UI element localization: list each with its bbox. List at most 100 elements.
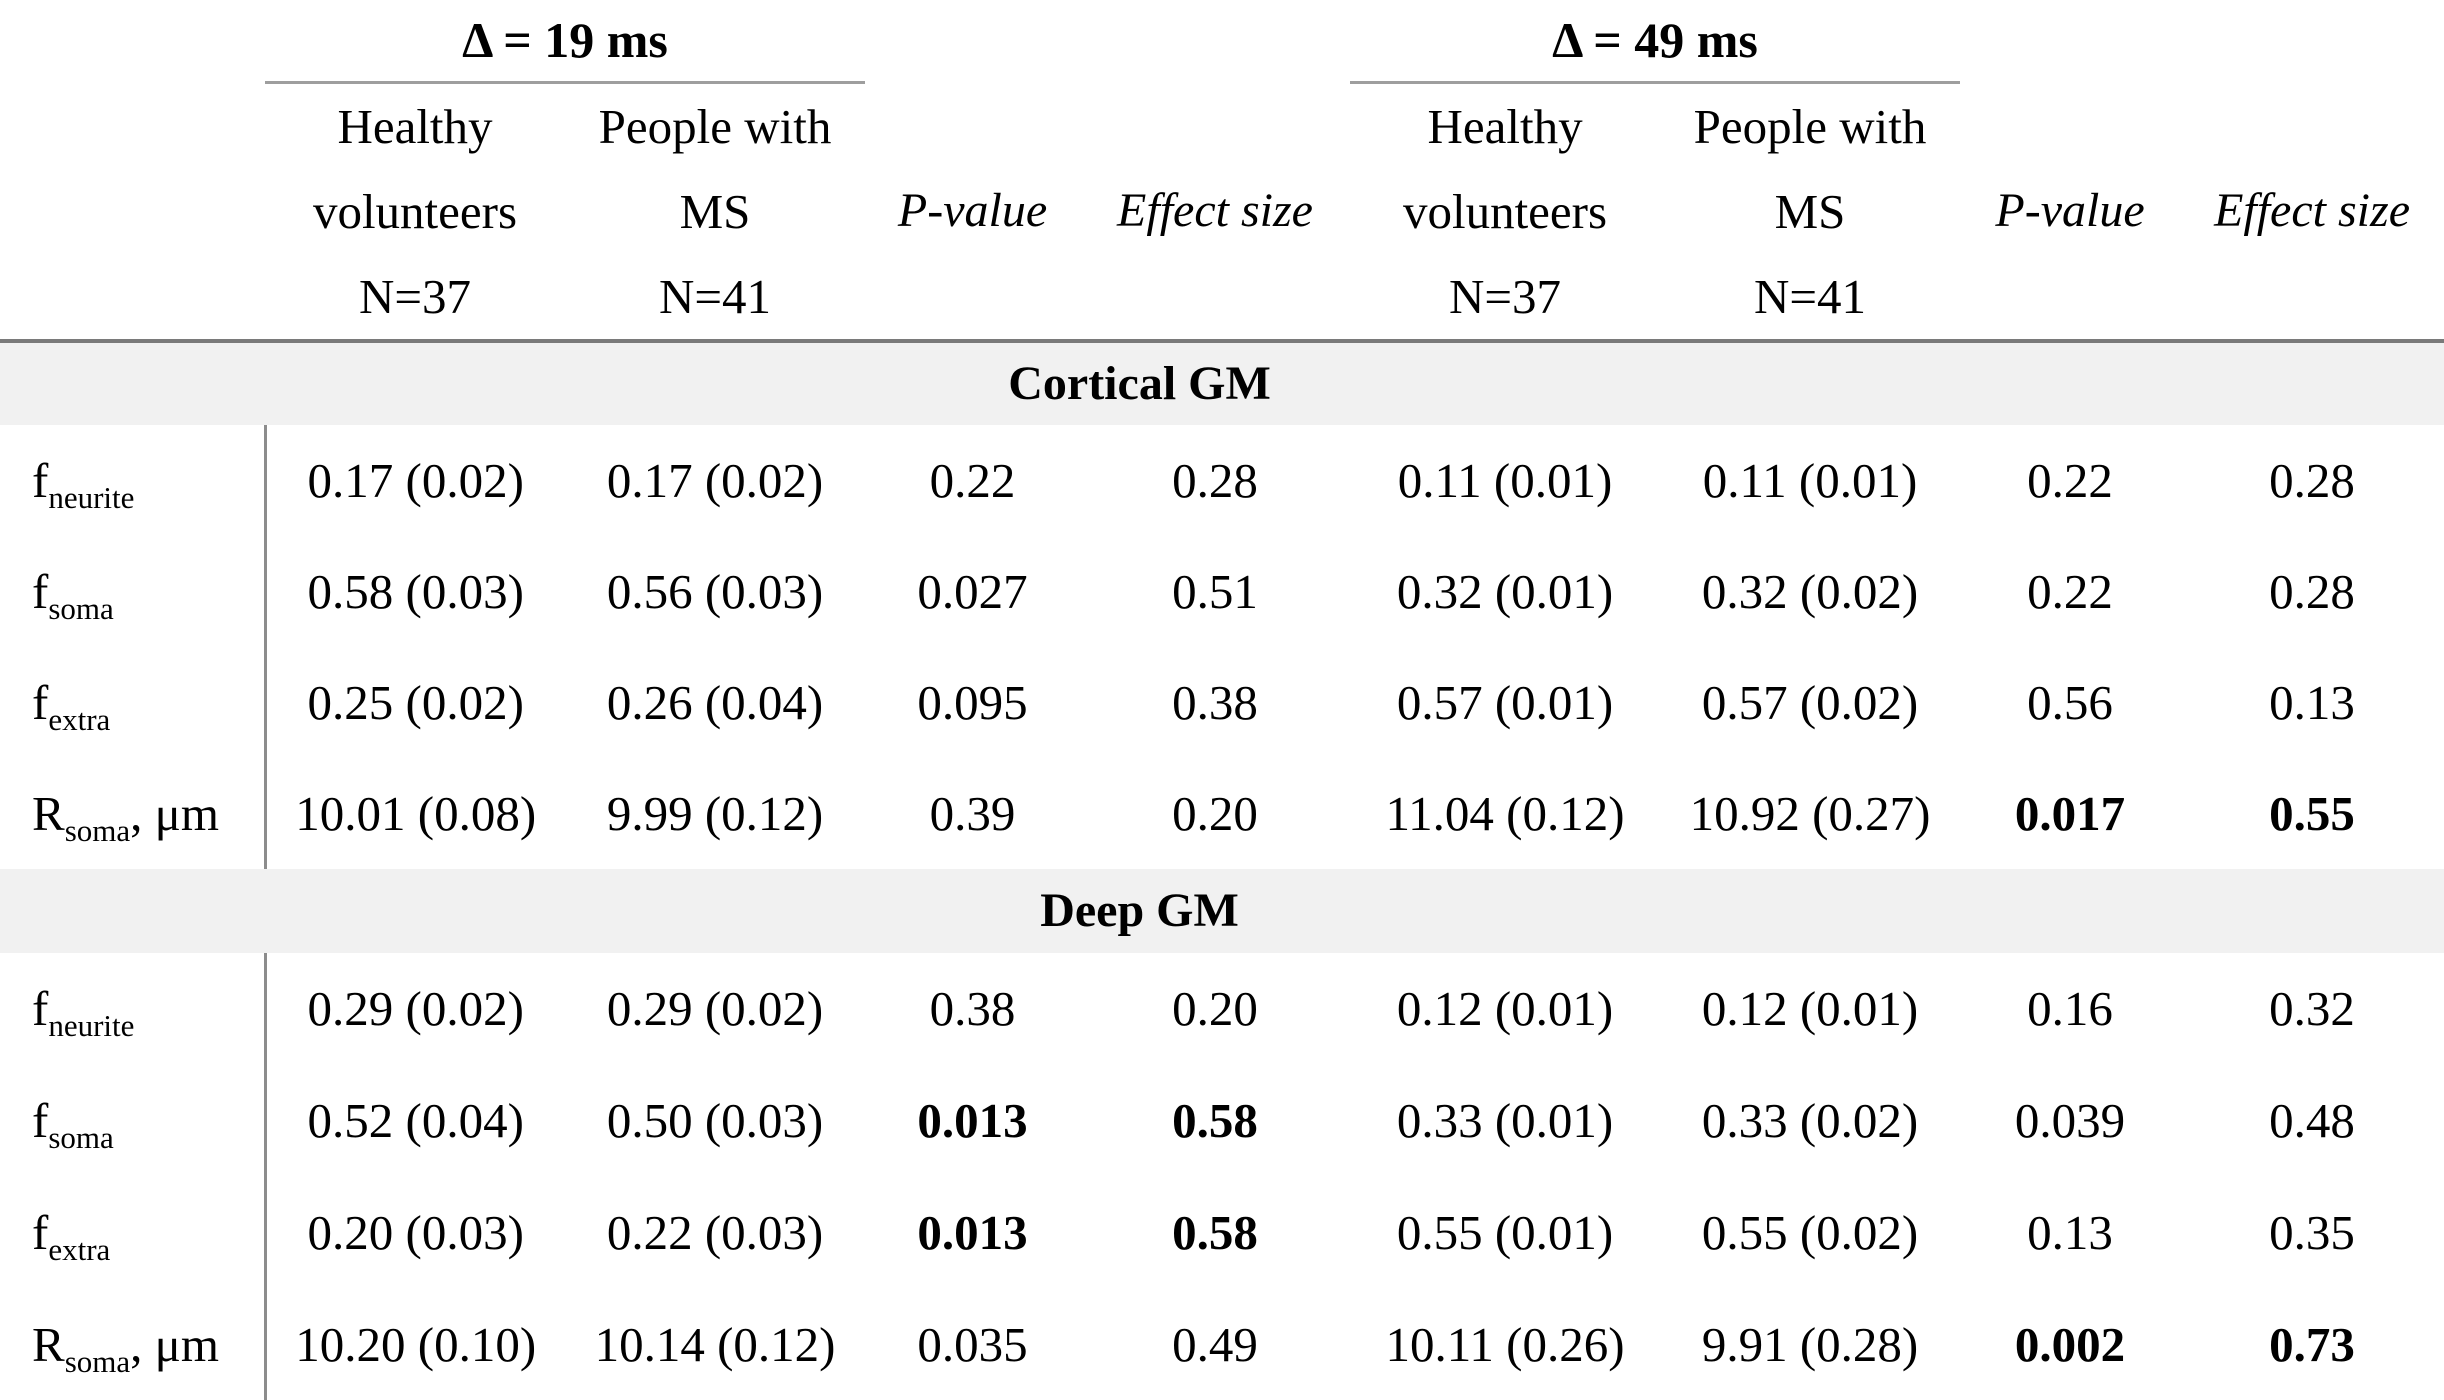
table-cell: 0.035 [917, 1317, 1028, 1372]
table-cell: 0.33 (0.01) [1396, 1093, 1614, 1148]
table-cell: 0.28 [2269, 563, 2355, 619]
table-cell: 0.57 (0.02) [1701, 674, 1919, 730]
table-row: Rsoma, μm 10.20 (0.10) 10.14 (0.12) 0.03… [0, 1288, 2444, 1400]
row-label: fsoma [0, 1064, 267, 1177]
column-header-pvalue-49: P-value [1995, 183, 2145, 237]
table-cell: 0.38 [1172, 674, 1258, 730]
table-cell: 9.99 (0.12) [606, 785, 824, 841]
spacer-cell [1960, 0, 2180, 82]
table-cell: 0.13 [2269, 674, 2355, 730]
table-cell: 0.11 (0.01) [1702, 452, 1918, 508]
section-header-row: Cortical GM [0, 338, 2444, 425]
table-cell: 0.25 (0.02) [307, 674, 524, 730]
table-cell: 10.14 (0.12) [594, 1317, 836, 1372]
table-row: fneurite 0.17 (0.02) 0.17 (0.02) 0.22 0.… [0, 424, 2444, 536]
table-row: fextra 0.25 (0.02) 0.26 (0.04) 0.095 0.3… [0, 646, 2444, 758]
table-cell: 10.01 (0.08) [295, 785, 537, 841]
section-header-cortical-gm: Cortical GM [0, 338, 2444, 425]
table-cell: 0.58 [1172, 1093, 1258, 1148]
column-header-line: N=41 [1754, 268, 1867, 324]
row-label: fextra [0, 1176, 267, 1289]
delta-49-header: Δ = 49 ms [1350, 0, 1961, 84]
table-cell: 0.55 (0.02) [1701, 1205, 1919, 1260]
section-header-row: Deep GM [0, 868, 2444, 953]
table-cell: 0.32 (0.01) [1396, 563, 1614, 619]
spacer-cell [2180, 0, 2444, 82]
spacer-cell [0, 0, 265, 82]
table-cell: 0.33 (0.02) [1701, 1093, 1919, 1148]
table-cell: 0.29 (0.02) [606, 981, 824, 1036]
table-cell: 10.92 (0.27) [1689, 785, 1931, 841]
section-header-deep-gm: Deep GM [0, 868, 2444, 953]
table-cell: 0.017 [2014, 785, 2126, 841]
column-header-line: People with [598, 98, 832, 154]
table-cell: 9.91 (0.28) [1701, 1317, 1919, 1372]
table-cell: 0.12 (0.01) [1701, 981, 1919, 1036]
column-header-effectsize-19: Effect size [1117, 183, 1313, 237]
table-cell: 0.52 (0.04) [307, 1093, 524, 1148]
column-header-ms-19: People with MS N=41 [565, 82, 865, 341]
table-cell: 0.58 (0.03) [307, 563, 524, 619]
table-cell: 0.013 [917, 1093, 1028, 1148]
table-cell: 0.28 [1172, 452, 1258, 508]
row-label: fextra [0, 646, 267, 758]
table-cell: 0.38 [929, 981, 1016, 1036]
table-cell: 11.04 (0.12) [1385, 785, 1625, 841]
table-cell: 0.73 [2269, 1317, 2355, 1372]
table-cell: 0.39 [929, 785, 1016, 841]
column-header-line: N=37 [1449, 268, 1562, 324]
table-cell: 0.32 (0.02) [1701, 563, 1919, 619]
table-cell: 0.20 [1172, 981, 1258, 1036]
column-header-effectsize-49: Effect size [2214, 183, 2410, 237]
table-row: fsoma 0.58 (0.03) 0.56 (0.03) 0.027 0.51… [0, 535, 2444, 647]
table-cell: 0.49 [1172, 1317, 1258, 1372]
table-row: fneurite 0.29 (0.02) 0.29 (0.02) 0.38 0.… [0, 952, 2444, 1065]
table-cell: 0.50 (0.03) [606, 1093, 824, 1148]
column-header-line: MS [1774, 183, 1846, 239]
table-row: fextra 0.20 (0.03) 0.22 (0.03) 0.013 0.5… [0, 1176, 2444, 1289]
table-cell: 0.13 [2027, 1205, 2113, 1260]
column-header-healthy-19: Healthy volunteers N=37 [265, 82, 565, 341]
column-header-line: Healthy [1427, 98, 1583, 154]
table-cell: 0.56 [2027, 674, 2113, 730]
column-header-line: N=37 [358, 268, 472, 324]
delta-header-row: Δ = 19 ms Δ = 49 ms [0, 0, 2444, 84]
column-header-line: N=41 [658, 268, 772, 324]
table-row: Rsoma, μm 10.01 (0.08) 9.99 (0.12) 0.39 … [0, 757, 2444, 869]
table-cell: 10.11 (0.26) [1385, 1317, 1625, 1372]
spacer-cell [0, 82, 265, 341]
table-cell: 0.32 [2269, 981, 2355, 1036]
table-cell: 10.20 (0.10) [295, 1317, 537, 1372]
column-header-line: People with [1693, 98, 1927, 154]
table-cell: 0.26 (0.04) [606, 674, 824, 730]
spacer-cell [865, 0, 1080, 82]
column-header-line: MS [679, 183, 751, 239]
row-label: fsoma [0, 535, 267, 647]
column-header-line: Healthy [337, 98, 493, 154]
table-cell: 0.22 (0.03) [606, 1205, 824, 1260]
table-cell: 0.55 [2269, 785, 2355, 841]
table-cell: 0.16 [2027, 981, 2113, 1036]
table-row: fsoma 0.52 (0.04) 0.50 (0.03) 0.013 0.58… [0, 1064, 2444, 1177]
table-cell: 0.027 [917, 563, 1028, 619]
table-cell: 0.57 (0.01) [1396, 674, 1614, 730]
row-label: Rsoma, μm [0, 1288, 267, 1400]
row-label: fneurite [0, 424, 267, 536]
table-cell: 0.039 [2014, 1093, 2126, 1148]
column-header-ms-49: People with MS N=41 [1660, 82, 1960, 341]
column-header-line: volunteers [312, 183, 518, 239]
table-cell: 0.17 (0.02) [307, 452, 524, 508]
table-cell: 0.55 (0.01) [1396, 1205, 1614, 1260]
table-cell: 0.51 [1172, 563, 1258, 619]
row-label: fneurite [0, 952, 267, 1065]
table-cell: 0.48 [2269, 1093, 2355, 1148]
table-cell: 0.002 [2014, 1317, 2126, 1372]
column-header-pvalue-19: P-value [897, 183, 1048, 237]
table-cell: 0.56 (0.03) [606, 563, 824, 619]
table-cell: 0.22 [2027, 563, 2113, 619]
table-cell: 0.35 [2269, 1205, 2355, 1260]
table-cell: 0.29 (0.02) [307, 981, 524, 1036]
table-cell: 0.28 [2269, 452, 2355, 508]
